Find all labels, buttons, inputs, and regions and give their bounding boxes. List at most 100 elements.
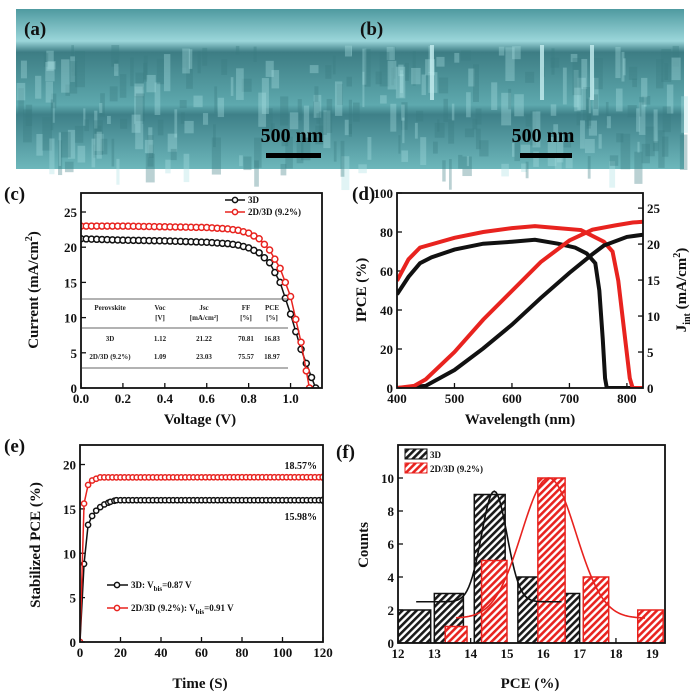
grain [468,68,475,87]
grain [241,78,252,92]
grain [135,72,144,90]
x-tick-label: 100 [273,645,293,660]
panel-label-c: (c) [4,184,25,205]
grain-boundary [590,45,594,100]
y-axis-label: Counts [356,522,372,568]
grain [628,66,638,80]
grain [616,133,624,143]
grain [364,49,371,87]
histogram-bar [537,477,566,643]
grain [572,58,582,96]
grain [521,163,527,173]
grain [326,98,333,133]
grain [170,148,177,161]
grain [498,46,505,56]
grain [99,102,103,113]
grain [61,131,71,158]
grain [314,86,319,102]
grain [146,74,156,93]
grain [71,45,74,72]
grain [134,86,143,124]
grain [49,138,55,175]
grain [461,50,471,61]
histogram-bar [398,609,432,643]
scale-bar-label: 500 nm [261,125,324,147]
scale-bar [266,153,321,158]
grain [514,94,524,117]
grain [75,51,85,88]
grain [135,93,145,122]
grain [598,134,602,149]
grain [280,163,287,176]
x-tick-label: 0.4 [157,391,174,406]
y-tick-label: 8 [388,504,395,519]
grain [183,153,190,183]
data-point [276,264,284,273]
grain [380,95,387,104]
grain [432,141,438,154]
x-tick-label: 120 [313,645,333,660]
grain [671,57,681,81]
grain [144,139,154,153]
grain [184,120,194,134]
grain [325,65,332,79]
grain [637,141,640,153]
grain [341,156,350,191]
grain [620,133,631,170]
grain [570,53,578,63]
grain [399,70,404,93]
grain [43,53,49,67]
grain [636,108,640,132]
grain [653,109,658,143]
y-tick-label: 100 [374,186,394,201]
x-tick-label: 700 [560,391,580,406]
grain [120,118,128,129]
table-header: Perovskite [94,304,125,312]
x-tick-label: 15 [500,646,514,661]
grain [111,45,120,67]
grain [174,109,178,138]
grain [114,63,119,76]
grain [58,140,63,176]
scale-bar [520,153,572,158]
grain [656,59,664,89]
table-cell: 16.83 [264,335,280,343]
grain [58,132,61,166]
grain [606,116,611,129]
grain [111,138,115,167]
grain [197,51,201,74]
grain [316,113,320,124]
legend-label: 2D/3D (9.2%) [248,207,301,217]
data-point [286,292,295,301]
legend-label: 2D/3D (9.2%): Vbis=0.91 V [131,603,234,616]
grain [448,119,455,144]
grain [69,61,78,94]
grain [318,111,327,135]
data-point [84,521,92,529]
grain [297,99,302,121]
sem-image-b: (b) 500 nm [352,9,688,190]
grain [94,125,102,139]
x-axis-label: Time (S) [172,676,227,692]
grain [91,138,96,168]
y-tick-label: 80 [380,225,393,240]
grain [362,71,365,108]
grain [658,130,665,168]
data-point [302,367,311,375]
legend-label: 3D [248,195,260,205]
grain [70,56,75,83]
y-tick-label: 10 [64,311,77,326]
grain [261,78,269,114]
grain [107,115,111,125]
axes-frame [396,192,644,389]
histogram-bar [582,576,610,643]
grain [36,133,43,156]
grain [186,54,193,89]
data-point [265,258,274,267]
grain [50,99,54,131]
panel-label-a: (a) [24,19,46,40]
grain [258,92,267,127]
grain [135,123,144,150]
grain [221,59,228,75]
grain [401,102,408,130]
